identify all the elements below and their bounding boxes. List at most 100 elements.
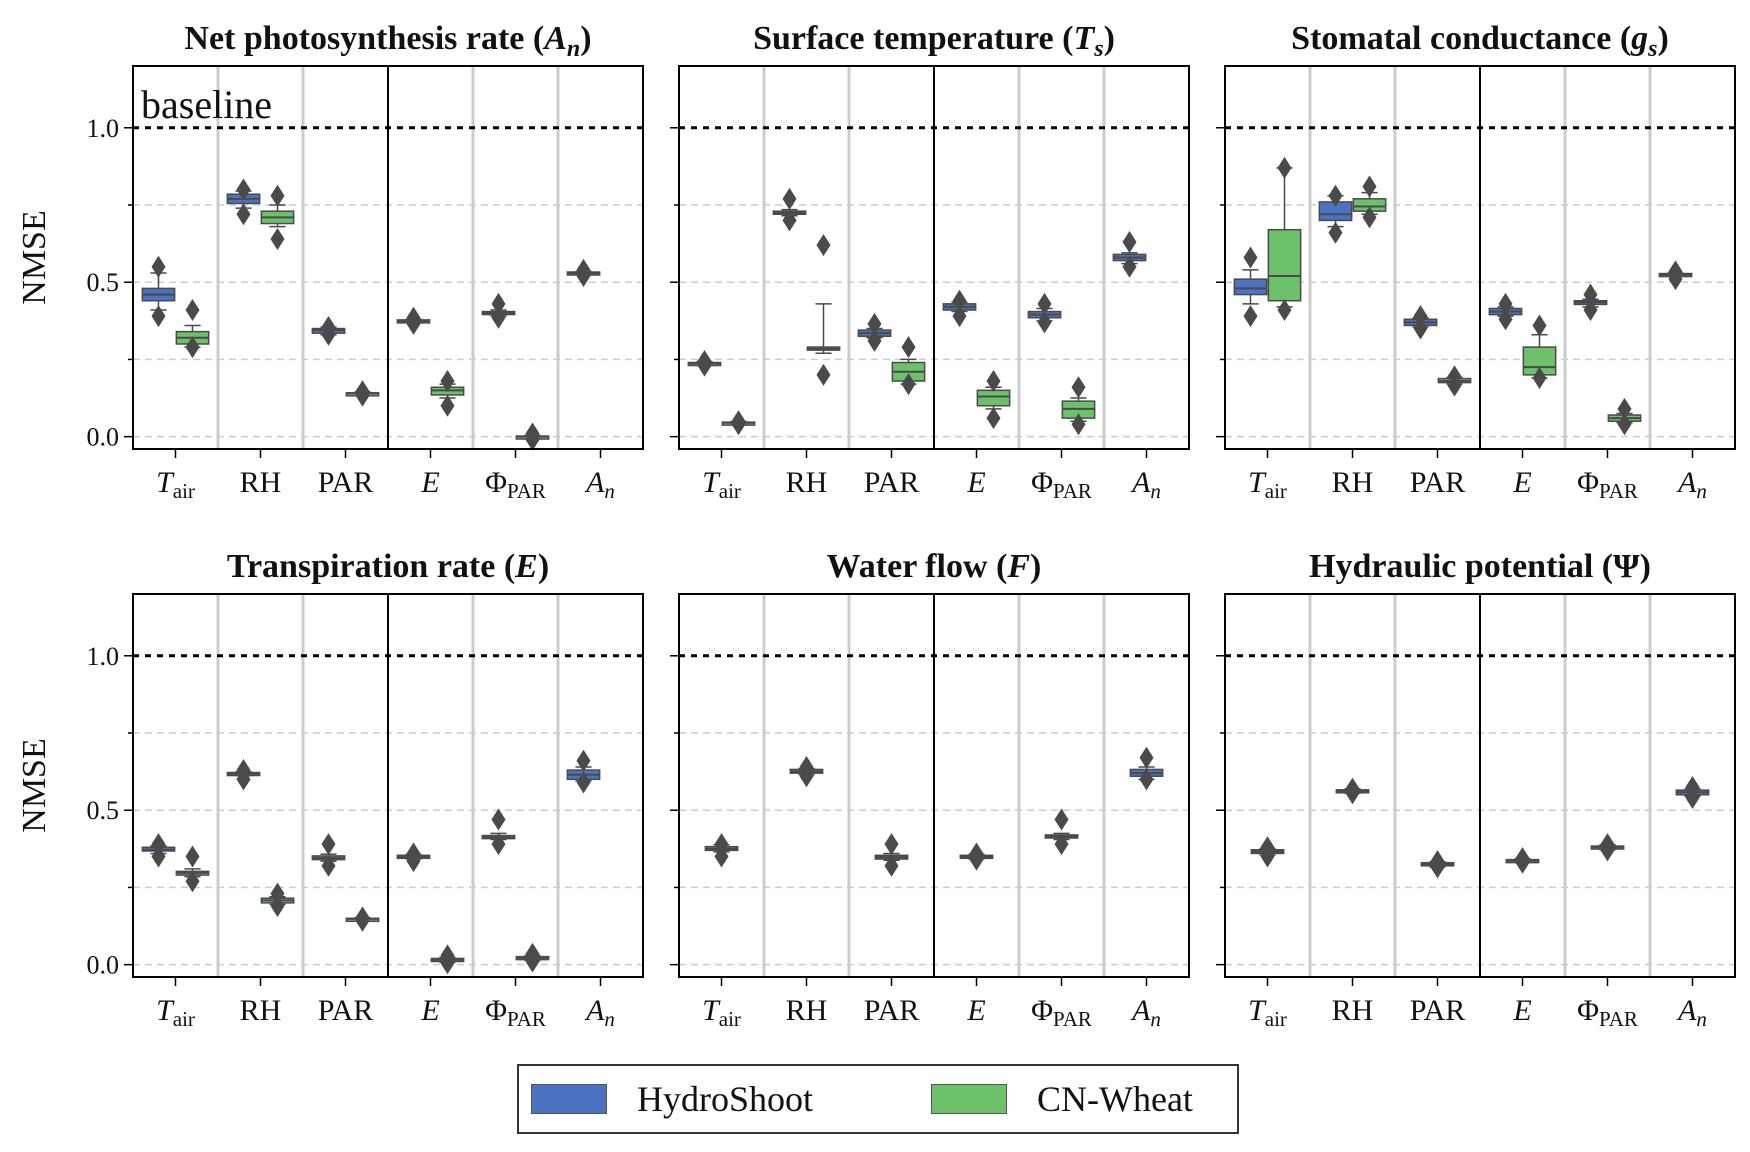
panel-title: Water flow (F) xyxy=(827,548,1042,585)
flier-marker xyxy=(1328,184,1343,207)
box-hydroshoot-4 xyxy=(481,292,516,329)
box-hydroshoot-5 xyxy=(566,749,601,794)
flier-marker xyxy=(1037,292,1052,315)
box-hydroshoot-5 xyxy=(1129,746,1164,791)
x-tick-label: PAR xyxy=(864,466,920,499)
flier-marker xyxy=(1685,776,1700,799)
flier-marker xyxy=(782,187,797,210)
x-tick-label: An xyxy=(1130,994,1161,1031)
legend: HydroShoot CN-Wheat xyxy=(517,1064,1239,1134)
panel-6: Tair RH PAR E ΦPAR An Hydraulic potential (Ψ) xyxy=(1216,548,1736,1031)
flier-marker xyxy=(1054,833,1069,856)
flier-marker xyxy=(576,749,591,772)
box-body xyxy=(1267,228,1302,302)
x-tick-label: E xyxy=(1512,994,1531,1027)
flier-marker xyxy=(525,422,540,445)
flier-marker xyxy=(1430,850,1445,873)
y-axis-label: NMSE xyxy=(16,738,53,832)
box-cn-wheat-1 xyxy=(806,234,841,386)
x-tick-label: An xyxy=(1676,994,1707,1031)
box-cn-wheat-0 xyxy=(721,410,756,436)
flier-marker xyxy=(1139,746,1154,769)
flier-marker xyxy=(867,329,882,352)
y-tick-label: 0.0 xyxy=(87,423,120,452)
panel-frame xyxy=(678,65,1190,450)
flier-marker xyxy=(491,833,506,856)
flier-marker xyxy=(1498,292,1513,315)
y-tick-label: 1.0 xyxy=(87,642,120,671)
box-hydroshoot-1 xyxy=(226,178,261,226)
flier-marker xyxy=(151,305,166,328)
box-hydroshoot-3 xyxy=(1505,847,1540,874)
flier-marker xyxy=(321,833,336,856)
x-tick-label: E xyxy=(966,466,985,499)
box-cn-wheat-2 xyxy=(891,336,926,396)
flier-marker xyxy=(406,306,421,329)
box-cn-wheat-3 xyxy=(976,370,1011,430)
box-hydroshoot-0 xyxy=(704,833,739,868)
flier-marker xyxy=(986,407,1001,430)
flier-marker xyxy=(321,315,336,338)
x-tick-label: ΦPAR xyxy=(485,994,546,1031)
box-cn-wheat-4 xyxy=(1061,376,1096,436)
y-tick-label: 0.5 xyxy=(87,796,120,825)
flier-marker xyxy=(151,833,166,856)
box-cn-wheat-1 xyxy=(1352,175,1387,229)
x-tick-label: Tair xyxy=(702,994,741,1031)
x-tick-label: RH xyxy=(1332,466,1374,499)
y-tick-label: 1.0 xyxy=(87,114,120,143)
box-hydroshoot-2 xyxy=(874,833,909,877)
panel-frame xyxy=(1224,65,1736,450)
box-hydroshoot-5 xyxy=(566,258,601,288)
legend-item-hydroshoot: HydroShoot xyxy=(531,1066,813,1132)
x-tick-label: RH xyxy=(1332,994,1374,1027)
panel-frame xyxy=(678,593,1190,978)
flier-marker xyxy=(355,380,370,403)
legend-patch-cnwheat xyxy=(931,1084,1007,1114)
x-tick-label: RH xyxy=(786,994,828,1027)
flier-marker xyxy=(1600,833,1615,856)
flier-marker xyxy=(440,394,455,417)
panel-3: Tair RH PAR E ΦPAR An Stomatal conductance (gs… xyxy=(1216,20,1736,503)
box-hydroshoot-5 xyxy=(1675,776,1710,809)
flier-marker xyxy=(185,845,200,868)
flier-marker xyxy=(1243,246,1258,269)
x-tick-label: PAR xyxy=(1410,466,1466,499)
flier-marker xyxy=(236,178,251,201)
box-hydroshoot-5 xyxy=(1658,260,1693,291)
panel-title: Stomatal conductance (gs) xyxy=(1291,20,1669,62)
box-cn-wheat-1 xyxy=(260,184,295,250)
flier-marker xyxy=(270,882,285,905)
x-tick-label: PAR xyxy=(1410,994,1466,1027)
x-tick-label: ΦPAR xyxy=(1577,994,1638,1031)
box-cn-wheat-4 xyxy=(1607,397,1642,436)
y-axis-label: NMSE xyxy=(16,210,53,304)
flier-marker xyxy=(816,363,831,386)
box-hydroshoot-1 xyxy=(772,187,807,232)
x-tick-label: PAR xyxy=(318,466,374,499)
box-hydroshoot-2 xyxy=(311,315,346,346)
box-hydroshoot-1 xyxy=(1318,184,1353,244)
flier-marker xyxy=(952,289,967,312)
panel-frame xyxy=(1224,593,1736,978)
flier-marker xyxy=(867,312,882,335)
x-tick-label: An xyxy=(1676,466,1707,503)
box-hydroshoot-1 xyxy=(1335,777,1370,805)
flier-marker xyxy=(714,833,729,856)
box-hydroshoot-1 xyxy=(226,759,261,791)
box-hydroshoot-3 xyxy=(396,306,431,335)
box-cn-wheat-2 xyxy=(345,380,380,407)
flier-marker xyxy=(1532,366,1547,389)
panel-frame xyxy=(132,593,644,978)
flier-marker xyxy=(151,255,166,278)
x-tick-label: Tair xyxy=(1248,994,1287,1031)
flier-marker xyxy=(1617,413,1632,436)
flier-marker xyxy=(270,184,285,207)
flier-marker xyxy=(1413,317,1428,340)
panel-title: Transpiration rate (E) xyxy=(227,548,549,585)
box-hydroshoot-1 xyxy=(789,755,824,788)
flier-marker xyxy=(1583,299,1598,322)
flier-marker xyxy=(185,336,200,359)
flier-marker xyxy=(1362,175,1377,198)
flier-marker xyxy=(236,203,251,226)
